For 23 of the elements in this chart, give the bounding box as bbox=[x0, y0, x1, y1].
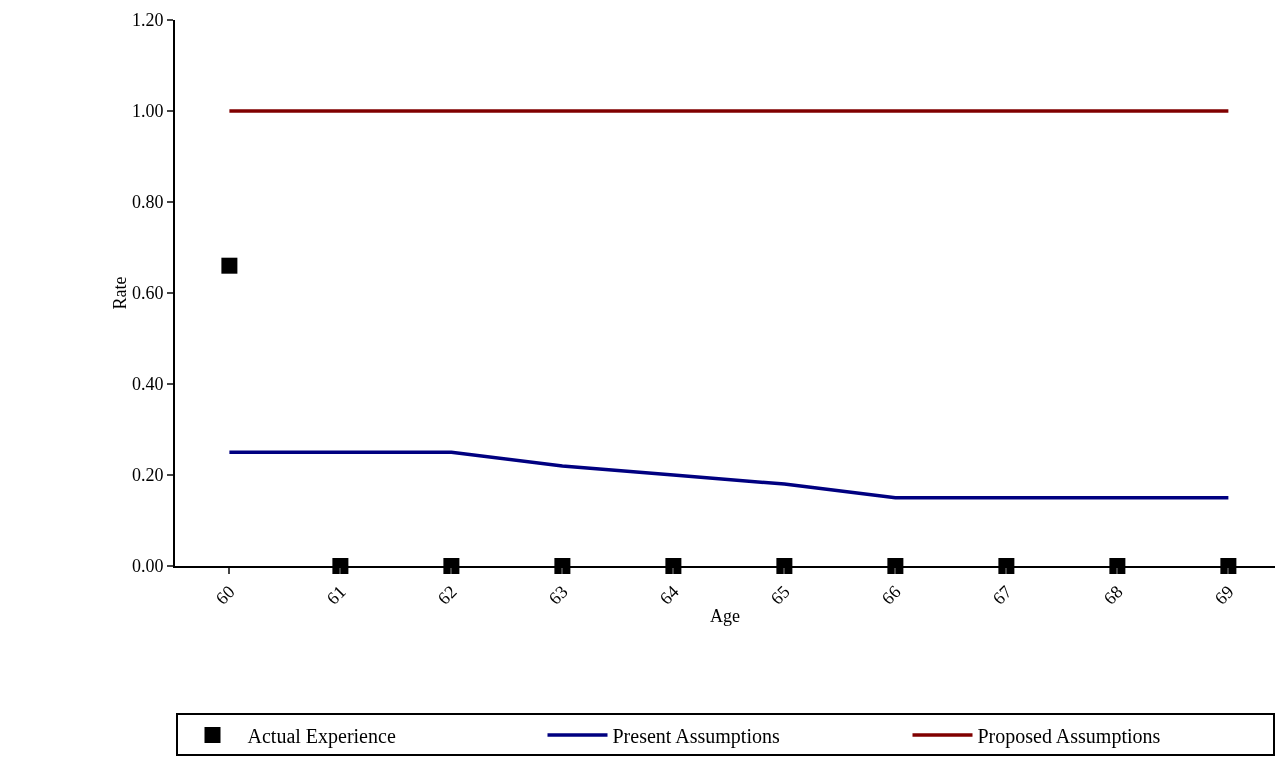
x-tick-label: 64 bbox=[655, 581, 683, 609]
y-tick-label: 1.00 bbox=[131, 101, 164, 122]
x-axis-title: Age bbox=[710, 606, 740, 627]
x-tick-label: 69 bbox=[1210, 581, 1238, 609]
legend-label: Proposed Assumptions bbox=[977, 724, 1161, 748]
y-tick-label: 0.60 bbox=[131, 283, 164, 304]
y-tick-label: 0.00 bbox=[131, 556, 164, 577]
line-series bbox=[227, 450, 1231, 500]
y-tick-label: 0.80 bbox=[131, 192, 164, 213]
x-tick-label: 67 bbox=[988, 581, 1016, 609]
legend-label: Actual Experience bbox=[247, 724, 396, 748]
y-tick-label: 1.20 bbox=[131, 10, 164, 31]
x-tick-label: 65 bbox=[766, 581, 794, 609]
x-tick-label: 62 bbox=[433, 581, 461, 609]
y-tick-label: 0.40 bbox=[131, 374, 164, 395]
x-tick-label: 68 bbox=[1099, 581, 1127, 609]
x-tick-label: 60 bbox=[211, 581, 239, 609]
y-axis-title: Rate bbox=[109, 276, 130, 310]
x-tick-label: 66 bbox=[877, 581, 905, 609]
x-tick-label: 63 bbox=[544, 581, 572, 609]
legend-label: Present Assumptions bbox=[612, 724, 780, 748]
y-tick-label: 0.20 bbox=[131, 465, 164, 486]
x-tick-label: 61 bbox=[322, 581, 350, 609]
